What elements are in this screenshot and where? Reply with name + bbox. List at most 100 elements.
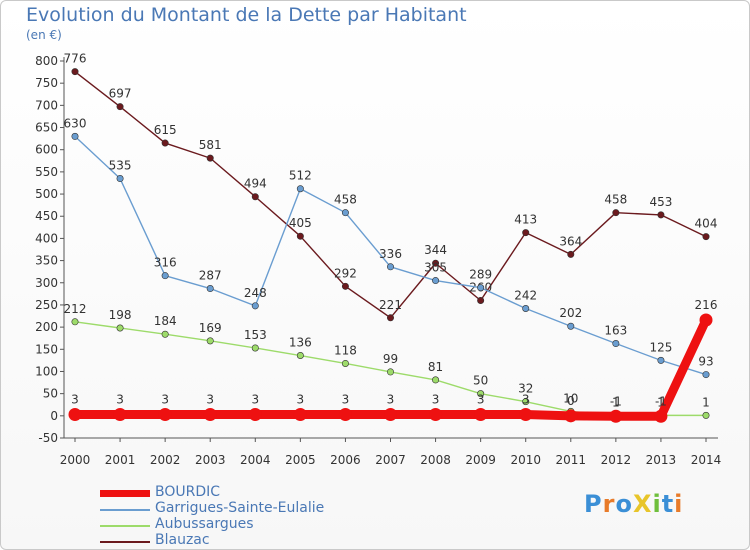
point-bourdic [293,407,307,421]
data-label-garrigues-sainte-eulalie: 305 [424,261,447,275]
y-tick-label: 400 [35,231,58,245]
x-tick-label: 2013 [646,453,677,467]
data-label-bourdic: 3 [342,392,350,406]
data-label-blauzac: 458 [604,193,627,207]
point-blauzac [477,297,485,305]
legend-label-blauzac: Blauzac [155,532,210,548]
data-label-garrigues-sainte-eulalie: 512 [289,169,312,183]
data-label-blauzac: 405 [289,216,312,230]
data-label-aubussargues: 153 [244,328,267,342]
point-garrigues-sainte-eulalie [477,284,485,292]
data-label-bourdic: 3 [206,392,214,406]
x-tick-label: 2007 [375,453,406,467]
data-label-aubussargues: 169 [199,321,222,335]
data-label-blauzac: 364 [559,234,582,248]
legend-label-aubussargues: Aubussargues [155,516,254,532]
data-label-blauzac: 344 [424,243,447,257]
point-aubussargues [432,376,440,384]
data-label-aubussargues: 50 [473,374,488,388]
y-tick-label: 300 [35,276,58,290]
point-garrigues-sainte-eulalie [386,263,394,271]
x-tick-label: 2014 [691,453,722,467]
data-label-aubussargues: 184 [154,314,177,328]
point-bourdic [654,409,668,423]
point-aubussargues [702,411,710,419]
point-aubussargues [477,390,485,398]
point-garrigues-sainte-eulalie [612,340,620,348]
point-blauzac [341,282,349,290]
point-garrigues-sainte-eulalie [702,371,710,379]
point-blauzac [116,103,124,111]
point-bourdic [338,407,352,421]
data-label-garrigues-sainte-eulalie: 248 [244,286,267,300]
data-label-bourdic: 216 [695,298,718,312]
point-aubussargues [296,352,304,360]
legend-swatch-garrigues [100,509,150,511]
data-label-bourdic: 3 [161,392,169,406]
data-label-aubussargues: 99 [383,352,398,366]
legend-label-bourdic: BOURDIC [155,484,221,500]
y-tick-label: 750 [35,76,58,90]
data-label-aubussargues: 212 [64,302,87,316]
legend-swatch-bourdic [100,490,150,497]
point-blauzac [567,250,575,258]
x-tick-label: 2002 [150,453,181,467]
point-aubussargues [386,368,394,376]
point-aubussargues [251,344,259,352]
data-label-garrigues-sainte-eulalie: 202 [559,306,582,320]
y-tick-label: 800 [35,54,58,68]
point-aubussargues [341,359,349,367]
data-label-bourdic: 3 [477,392,485,406]
x-tick-label: 2012 [601,453,632,467]
point-blauzac [161,139,169,147]
data-label-blauzac: 413 [514,213,537,227]
point-garrigues-sainte-eulalie [116,175,124,183]
data-label-blauzac: 615 [154,123,177,137]
point-bourdic [474,407,488,421]
point-blauzac [71,68,79,76]
data-label-bourdic: 3 [251,392,259,406]
point-garrigues-sainte-eulalie [206,285,214,293]
point-bourdic [158,407,172,421]
data-label-blauzac: 581 [199,138,222,152]
legend-swatch-blauzac [100,541,150,543]
y-tick-label: 500 [35,187,58,201]
y-tick-label: 350 [35,254,58,268]
legend-label-garrigues: Garrigues-Sainte-Eulalie [155,500,325,516]
point-blauzac [251,193,259,201]
data-label-blauzac: 697 [109,87,132,101]
x-tick-label: 2010 [510,453,541,467]
data-label-aubussargues: 32 [518,382,533,396]
data-label-bourdic: 0 [567,394,575,408]
point-garrigues-sainte-eulalie [296,185,304,193]
chart-subtitle: (en €) [26,28,62,42]
data-label-garrigues-sainte-eulalie: 336 [379,247,402,261]
data-label-aubussargues: 81 [428,360,443,374]
data-label-blauzac: 776 [64,52,87,66]
y-tick-label: 200 [35,320,58,334]
x-tick-label: 2008 [420,453,451,467]
data-label-bourdic: 3 [116,392,124,406]
point-garrigues-sainte-eulalie [71,132,79,140]
point-blauzac [206,154,214,162]
point-garrigues-sainte-eulalie [251,302,259,310]
x-tick-label: 2003 [195,453,226,467]
x-tick-label: 2011 [556,453,587,467]
data-label-garrigues-sainte-eulalie: 458 [334,193,357,207]
x-tick-label: 2000 [60,453,91,467]
data-label-garrigues-sainte-eulalie: 163 [604,324,627,338]
data-label-aubussargues: 198 [109,308,132,322]
x-tick-label: 2004 [240,453,271,467]
data-label-bourdic: 3 [297,392,305,406]
point-blauzac [612,209,620,217]
data-label-garrigues-sainte-eulalie: 289 [469,268,492,282]
point-garrigues-sainte-eulalie [161,272,169,280]
data-label-bourdic: 3 [387,392,395,406]
y-tick-label: -50 [38,431,58,445]
x-tick-label: 2006 [330,453,361,467]
point-blauzac [386,314,394,322]
point-garrigues-sainte-eulalie [657,356,665,364]
y-tick-label: 0 [50,409,58,423]
